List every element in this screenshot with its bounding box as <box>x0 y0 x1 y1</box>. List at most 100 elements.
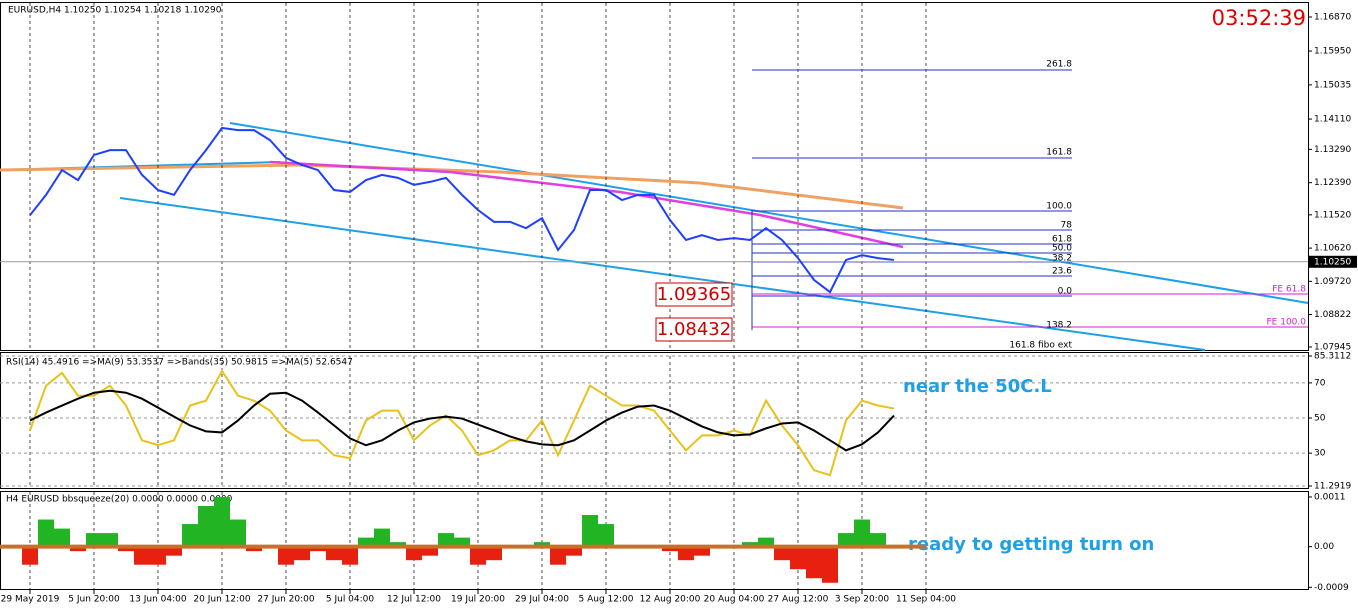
price-box-label: 1.08432 <box>657 319 731 340</box>
y-tick-label: 1.13290 <box>1314 145 1351 155</box>
y-tick-label: 0.00 <box>1314 542 1334 552</box>
x-tick-label: 19 Jul 20:00 <box>451 595 505 605</box>
rsi-panel <box>0 352 1309 489</box>
bar <box>742 542 758 547</box>
bar <box>102 533 118 547</box>
x-tick-label: 13 Jun 04:00 <box>129 595 186 605</box>
x-tick-label: 5 Jun 20:00 <box>68 595 120 605</box>
bar <box>438 533 454 547</box>
bar <box>86 533 102 547</box>
series-line <box>29 389 895 452</box>
bar <box>150 546 166 565</box>
fibo-label: 161.8 <box>1046 148 1072 158</box>
fibo-label: 23.6 <box>1052 267 1072 277</box>
annotation: near the 50C.L <box>903 376 1052 397</box>
y-tick-label: 1.10620 <box>1314 244 1351 254</box>
bar <box>358 537 374 547</box>
y-tick-label: 70 <box>1314 378 1326 388</box>
bar <box>550 546 566 565</box>
bar <box>694 546 710 556</box>
y-tick-label: 1.12390 <box>1314 178 1351 188</box>
x-tick-label: 27 Aug 12:00 <box>768 595 829 605</box>
bar <box>374 528 390 547</box>
bar <box>774 546 790 561</box>
bar <box>758 537 774 547</box>
bar <box>470 546 486 565</box>
annotation: ready to getting turn on <box>908 534 1154 555</box>
bar <box>38 519 54 547</box>
fibo-labels: 261.8 161.8 100.0 78 61.8 50.0 38.2 23.6… <box>1009 60 1306 351</box>
y-tick-label: 1.15035 <box>1314 80 1351 90</box>
fibo-label: 161.8 fibo ext <box>1009 341 1072 351</box>
fibo-label: 138.2 <box>1046 321 1072 331</box>
bar <box>246 546 262 552</box>
last-price-label: 1.10250 <box>1314 257 1351 267</box>
y-tick-label: 1.16870 <box>1314 13 1351 23</box>
last-price-box <box>1309 255 1357 268</box>
bar <box>662 546 678 552</box>
bar <box>198 506 214 547</box>
fe-label: FE 61.8 <box>1272 285 1306 295</box>
bar <box>326 546 342 561</box>
x-tick-label: 27 Jun 20:00 <box>257 595 314 605</box>
bar <box>278 546 294 565</box>
bar <box>230 519 246 547</box>
squeeze-panel <box>0 491 1309 590</box>
bar <box>166 546 182 556</box>
x-tick-label: 29 Jul 04:00 <box>515 595 569 605</box>
x-tick-label: 3 Sep 20:00 <box>835 595 890 605</box>
bar <box>294 546 310 561</box>
y-tick-label: -0.0009 <box>1314 583 1349 593</box>
fibo-label: 0.0 <box>1058 287 1073 297</box>
y-tick-label: 85.3112 <box>1314 352 1351 362</box>
price-panel <box>0 2 1309 351</box>
x-tick-label: 5 Jul 04:00 <box>326 595 375 605</box>
fibo-label: 261.8 <box>1046 60 1072 70</box>
fibo-label: 100.0 <box>1046 202 1072 212</box>
y-tick-label: 1.09720 <box>1314 277 1351 287</box>
clock: 03:52:39 <box>1212 6 1306 30</box>
x-tick-label: 20 Aug 04:00 <box>704 595 765 605</box>
bar <box>390 542 406 547</box>
x-tick-label: 5 Aug 12:00 <box>579 595 634 605</box>
bar <box>454 537 470 547</box>
fibo-label: 78 <box>1061 221 1073 231</box>
bar <box>422 546 438 556</box>
bar <box>342 546 358 565</box>
price-box <box>655 317 733 342</box>
bar <box>582 515 598 547</box>
y-tick-label: 1.07945 <box>1314 343 1351 353</box>
bar <box>182 524 198 547</box>
price-box <box>655 282 733 307</box>
bar <box>534 542 550 547</box>
bar <box>406 546 422 561</box>
x-tick-label: 12 Aug 20:00 <box>640 595 701 605</box>
bar <box>598 524 614 547</box>
x-tick-label: 20 Jun 12:00 <box>193 595 250 605</box>
bar <box>310 546 326 552</box>
bar <box>134 546 150 565</box>
bar <box>214 496 230 547</box>
rsi-title: RSI(14) 45.4916 =>MA(9) 53.3537 =>Bands(… <box>6 358 353 368</box>
bar <box>838 533 854 547</box>
bar <box>118 546 134 552</box>
price-box-label: 1.09365 <box>657 284 731 305</box>
series-line <box>29 368 895 477</box>
y-tick-label: 30 <box>1314 449 1326 459</box>
bar <box>822 546 838 583</box>
bar <box>854 519 870 547</box>
x-tick-label: 12 Jul 12:00 <box>387 595 441 605</box>
fibo-label: 61.8 <box>1052 235 1072 245</box>
bar <box>486 546 502 561</box>
ma-line <box>0 163 904 210</box>
fe-lines <box>752 293 1308 328</box>
bar <box>870 533 886 547</box>
bar <box>22 546 38 565</box>
bar <box>566 546 582 556</box>
series-line <box>29 126 895 294</box>
price-title: EURUSD,H4 1.10250 1.10254 1.10218 1.1029… <box>8 6 222 16</box>
fibo-label: 50.0 <box>1052 244 1072 254</box>
ma-line <box>269 160 904 249</box>
x-tick-label: 11 Sep 04:00 <box>896 595 956 605</box>
